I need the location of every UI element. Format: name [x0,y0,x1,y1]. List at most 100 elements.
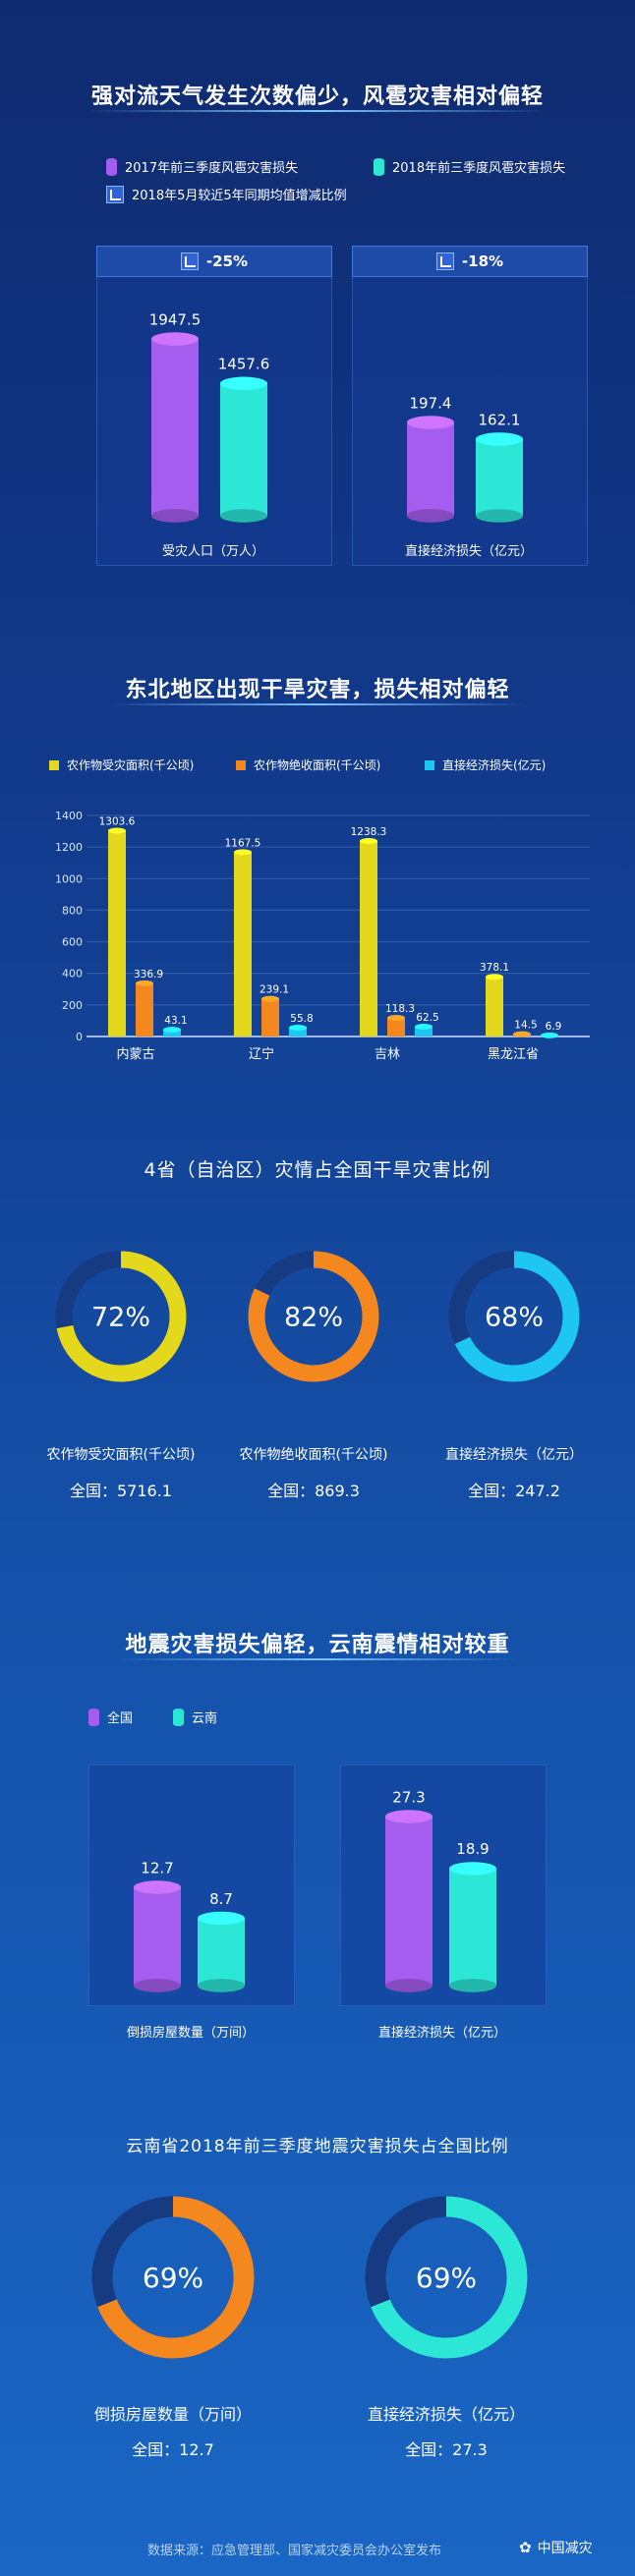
quake-housing-label: 倒损房屋数量（万间） [126,2026,255,2041]
cylinder-icon [374,157,384,176]
legend-change: 2018年5月较近5年同期均值增减比例 [106,185,347,203]
hail-population-chart: 1947.5 1457.6 [149,310,269,523]
y-tick-label: 1200 [55,841,83,854]
bar-value-label: 1947.5 [149,310,202,328]
quake-loss-chart: 27.3 18.9 [385,1788,496,1992]
cylinder-bar: 1457.6 [218,356,269,523]
bar-value-label: 197.4 [410,394,452,412]
bar-value-label: 27.3 [392,1788,425,1806]
bar-value-label: 336.9 [134,969,163,980]
section1-panel-right [352,250,588,566]
section3-title: 4省（自治区）灾情占全国干旱灾害比例 [144,1159,491,1181]
ring-arc [365,2196,528,2359]
ring-total: 全国：5716.1 [70,1482,172,1500]
legend-crop-failed: 农作物绝收面积(千公顷) [236,756,380,773]
ring-caption: 农作物绝收面积(千公顷) [239,1447,388,1463]
hail-loss-label: 直接经济损失（亿元） [404,544,533,559]
ring-crop-failed: 82% [248,1251,379,1382]
cylinder-bar: 18.9 [449,1840,496,1992]
ring-total: 全国：12.7 [132,2440,214,2459]
ring-caption: 倒损房屋数量（万间） [93,2405,252,2424]
ring-total: 全国：869.3 [267,1482,360,1500]
drought-bar [513,1031,531,1037]
decrease-icon [435,252,454,270]
badge-value: -18% [461,252,504,270]
brand-name: 中国减灾 [537,2541,593,2556]
bar-value-label: 55.8 [290,1013,313,1025]
bar-value-label: 378.1 [480,962,509,974]
ring-percent: 68% [485,1303,544,1333]
section2-title: 东北地区出现干旱灾害，损失相对偏轻 [125,678,510,702]
ring-total: 全国：27.3 [405,2440,488,2459]
y-tick-label: 400 [62,968,83,980]
hail-loss-chart: 197.4 162.1 [407,394,523,523]
legend-label: 云南 [192,1711,218,1726]
bar-value-label: 118.3 [385,1003,415,1015]
ring-percent: 69% [143,2262,203,2294]
quake-housing-chart: 12.7 8.7 [134,1859,245,1992]
ring-quake-loss: 69% [365,2196,528,2359]
x-category-label: 黑龙江省 [488,1047,539,1062]
drought-bar [387,1014,405,1036]
y-tick-label: 800 [62,904,83,917]
ring-total: 全国：247.2 [468,1482,560,1500]
y-tick-label: 1400 [55,810,83,822]
ring-arc [55,1251,187,1382]
bar-value-label: 239.1 [260,984,289,996]
bar-value-label: 162.1 [479,411,521,428]
wechat-icon: ✿ [519,2539,532,2556]
ring-percent: 72% [91,1303,150,1333]
change-badge-loss: -18% [352,246,588,277]
cylinder-bar: 8.7 [198,1890,245,1992]
legend-label: 全国 [107,1711,134,1726]
cylinder-icon [106,157,117,176]
hail-population-label: 受灾人口（万人） [161,544,264,559]
section1-underline [88,110,547,112]
swatch-orange [236,759,246,770]
data-source: 数据来源：应急管理部、国家减灾委员会办公室发布 [147,2544,442,2558]
drought-bar [486,974,503,1036]
brand: ✿ 中国减灾 [519,2538,593,2557]
y-tick-label: 0 [76,1031,83,1043]
cylinder-bar: 12.7 [134,1859,181,1992]
section1-title: 强对流天气发生次数偏少，风雹灾害相对偏轻 [90,84,544,109]
bar-value-label: 1303.6 [99,815,136,827]
section2-underline [108,703,527,705]
quake-loss-label: 直接经济损失（亿元） [377,2026,506,2041]
drought-bar [541,1032,558,1038]
legend-label: 2017年前三季度风雹灾害损失 [125,161,299,176]
decrease-icon [180,252,199,270]
legend-label: 2018年5月较近5年同期均值增减比例 [132,189,347,203]
drought-bar [136,980,153,1036]
ring-caption: 直接经济损失（亿元） [367,2405,525,2424]
change-badge-population: -25% [96,246,332,277]
legend-label: 2018年前三季度风雹灾害损失 [392,161,566,176]
x-category-label: 辽宁 [249,1046,274,1062]
y-tick-label: 1000 [55,872,83,885]
drought-bar [234,849,252,1036]
drought-bar-chart: 0 200 400 600 800 1000 1200 1400 1303.6 336.9 43.1… [55,810,590,1062]
bar-value-label: 62.5 [416,1012,438,1024]
legend-crop-affected: 农作物受灾面积(千公顷) [49,756,194,773]
ring-economic-loss: 68% [448,1251,580,1382]
bar-value-label: 18.9 [456,1840,489,1858]
legend-yunnan: 云南 [173,1708,217,1726]
drought-bar [360,837,377,1036]
legend-label: 直接经济损失(亿元) [442,758,547,772]
drought-bar [261,995,279,1036]
y-tick-label: 200 [62,999,83,1012]
ring-caption: 直接经济损失（亿元） [445,1447,583,1463]
legend-label: 农作物受灾面积(千公顷) [67,758,195,772]
decrease-icon [106,185,124,203]
legend-label: 农作物绝收面积(千公顷) [254,758,381,772]
cylinder-bar: 162.1 [476,411,523,523]
x-category-label: 内蒙古 [116,1046,154,1062]
ring-arc [448,1251,580,1382]
swatch-cyan [425,759,434,770]
cylinder-icon [173,1708,184,1726]
ring-arc [248,1251,379,1382]
section4-underline [118,1658,517,1660]
bar-value-label: 12.7 [141,1859,173,1876]
section1-panel-left [96,250,332,566]
drought-bar [108,827,126,1036]
